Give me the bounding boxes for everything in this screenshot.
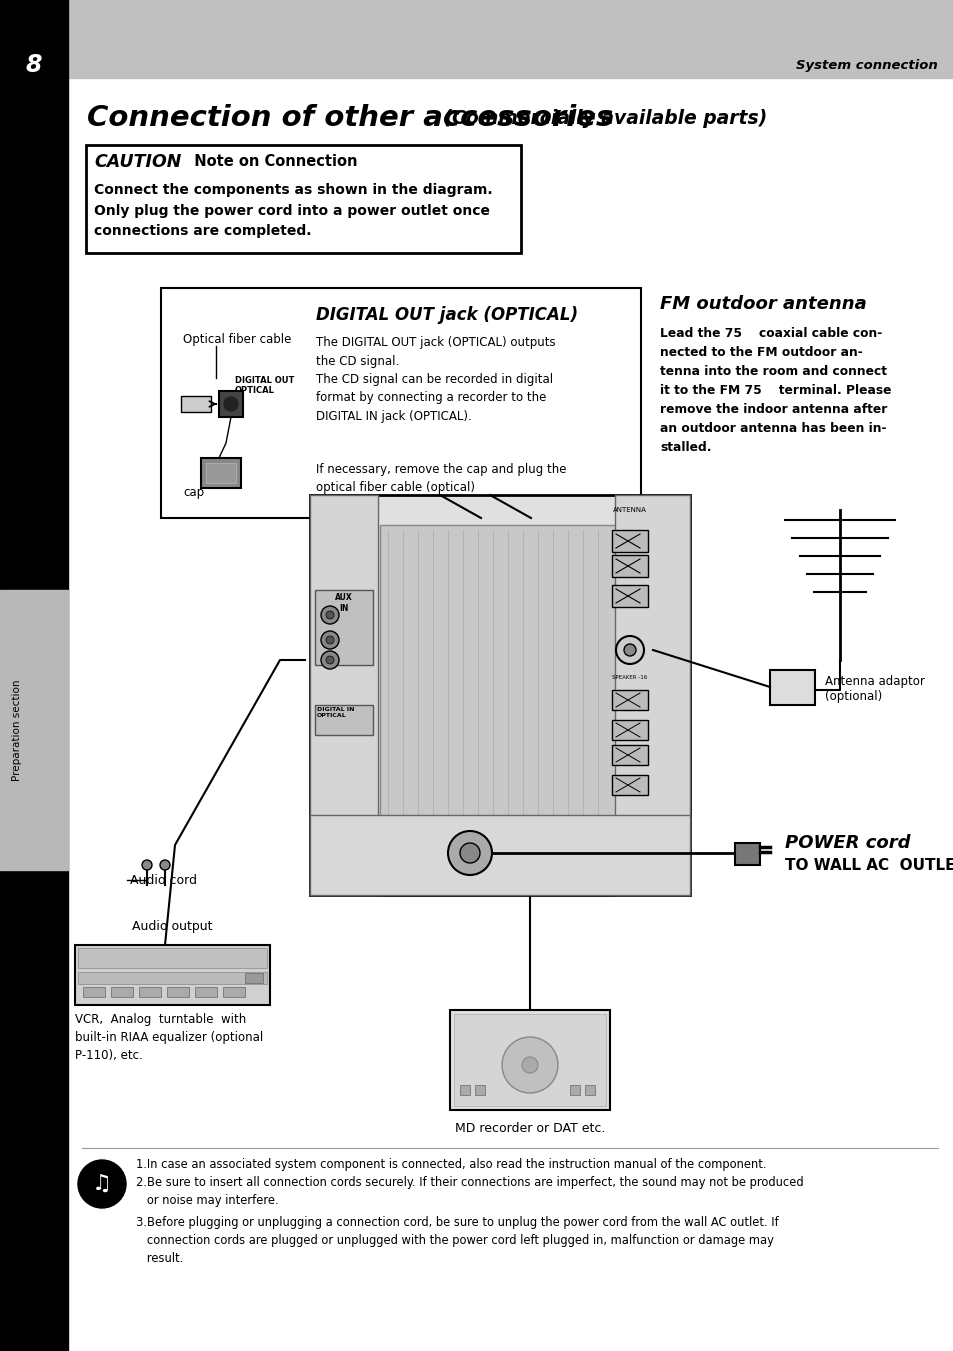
Bar: [0, 0, 953, 78]
Text: 8: 8: [26, 53, 42, 77]
Bar: [734, 843, 760, 865]
Bar: [206, 463, 235, 484]
Bar: [139, 988, 161, 997]
Text: Preparation section: Preparation section: [12, 680, 22, 781]
Text: 2.Be sure to insert all connection cords securely. If their connections are impe: 2.Be sure to insert all connection cords…: [136, 1175, 802, 1206]
Bar: [615, 494, 689, 894]
Circle shape: [521, 1056, 537, 1073]
Bar: [314, 705, 373, 735]
Text: Antenna adaptor
(optional): Antenna adaptor (optional): [824, 676, 923, 703]
Text: Note on Connection: Note on Connection: [184, 154, 357, 169]
Text: MD recorder or DAT etc.: MD recorder or DAT etc.: [455, 1121, 604, 1135]
Circle shape: [320, 607, 338, 624]
Bar: [219, 390, 243, 417]
Text: System connection: System connection: [796, 58, 937, 72]
Bar: [167, 988, 189, 997]
Circle shape: [459, 843, 479, 863]
Circle shape: [623, 644, 636, 657]
Text: DIGITAL OUT
OPTICAL: DIGITAL OUT OPTICAL: [234, 376, 294, 396]
Text: Connect the components as shown in the diagram.
Only plug the power cord into a : Connect the components as shown in the d…: [94, 182, 492, 238]
Bar: [201, 458, 241, 488]
Circle shape: [78, 1161, 126, 1208]
Bar: [310, 494, 377, 894]
Bar: [181, 396, 211, 412]
Circle shape: [326, 657, 334, 663]
Text: Audio output: Audio output: [132, 920, 212, 934]
Circle shape: [448, 831, 492, 875]
Bar: [83, 988, 105, 997]
Text: Lead the 75    coaxial cable con-
nected to the FM outdoor an-
tenna into the ro: Lead the 75 coaxial cable con- nected to…: [659, 327, 890, 454]
Bar: [450, 1011, 609, 1111]
Text: DIGITAL IN
OPTICAL: DIGITAL IN OPTICAL: [316, 707, 355, 717]
Bar: [569, 1085, 579, 1096]
Circle shape: [326, 636, 334, 644]
Circle shape: [160, 861, 170, 870]
Bar: [379, 526, 619, 835]
Bar: [612, 720, 647, 740]
Text: If necessary, remove the cap and plug the
optical fiber cable (optical): If necessary, remove the cap and plug th…: [315, 463, 566, 494]
Text: CAUTION: CAUTION: [94, 153, 181, 172]
Bar: [310, 815, 689, 894]
Text: The DIGITAL OUT jack (OPTICAL) outputs
the CD signal.
The CD signal can be recor: The DIGITAL OUT jack (OPTICAL) outputs t…: [315, 336, 555, 423]
Bar: [0, 590, 68, 870]
Bar: [612, 775, 647, 794]
Bar: [223, 988, 245, 997]
Bar: [612, 555, 647, 577]
Circle shape: [501, 1038, 558, 1093]
Text: Connection of other accessories: Connection of other accessories: [87, 104, 613, 132]
Circle shape: [616, 636, 643, 663]
Text: (Commercially available parts): (Commercially available parts): [436, 108, 766, 127]
Text: POWER cord: POWER cord: [784, 834, 909, 852]
Bar: [78, 948, 267, 969]
Bar: [475, 1085, 484, 1096]
Text: ♫: ♫: [91, 1174, 112, 1194]
Text: Optical fiber cable: Optical fiber cable: [183, 332, 291, 346]
Bar: [161, 288, 640, 517]
Bar: [454, 1015, 605, 1106]
Text: 1.In case an associated system component is connected, also read the instruction: 1.In case an associated system component…: [136, 1158, 765, 1171]
Text: SPEAKER -16: SPEAKER -16: [612, 676, 647, 680]
Bar: [111, 988, 132, 997]
Bar: [612, 585, 647, 607]
Bar: [612, 530, 647, 553]
Circle shape: [142, 861, 152, 870]
Circle shape: [320, 651, 338, 669]
Bar: [86, 145, 520, 253]
Text: VCR,  Analog  turntable  with
built-in RIAA equalizer (optional
P-110), etc.: VCR, Analog turntable with built-in RIAA…: [75, 1013, 263, 1062]
Bar: [194, 988, 216, 997]
Text: AUX
IN: AUX IN: [335, 593, 353, 613]
Text: DIGITAL OUT jack (OPTICAL): DIGITAL OUT jack (OPTICAL): [315, 305, 578, 324]
Bar: [310, 494, 689, 894]
Bar: [245, 973, 263, 984]
Circle shape: [320, 631, 338, 648]
Bar: [584, 1085, 595, 1096]
Bar: [75, 944, 270, 1005]
Bar: [0, 0, 68, 1351]
Bar: [769, 670, 814, 705]
Text: ANTENNA: ANTENNA: [613, 507, 646, 513]
Text: Audio cord: Audio cord: [130, 874, 196, 886]
Bar: [459, 1085, 470, 1096]
Text: FM outdoor antenna: FM outdoor antenna: [659, 295, 866, 313]
Circle shape: [224, 397, 237, 411]
Bar: [314, 590, 373, 665]
Bar: [612, 744, 647, 765]
Text: 3.Before plugging or unplugging a connection cord, be sure to unplug the power c: 3.Before plugging or unplugging a connec…: [136, 1216, 778, 1265]
Bar: [612, 690, 647, 711]
Text: TO WALL AC  OUTLET: TO WALL AC OUTLET: [784, 858, 953, 873]
Bar: [78, 971, 267, 984]
Circle shape: [326, 611, 334, 619]
Text: cap: cap: [183, 486, 204, 499]
